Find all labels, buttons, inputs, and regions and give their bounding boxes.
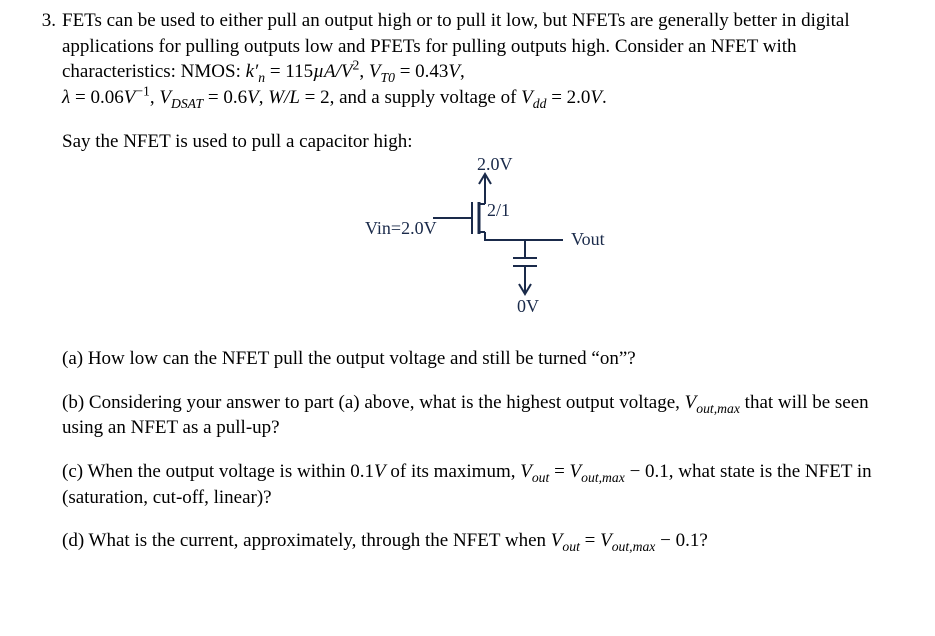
circuit-diagram: 2.0V 2/1 Vin=2.0V Vout — [325, 158, 645, 328]
part-a: (a) How low can the NFET pull the output… — [62, 346, 907, 372]
question-row: 3. FETs can be used to either pull an ou… — [28, 8, 907, 111]
label-vin: Vin=2.0V — [365, 218, 437, 238]
part-b: (b) Considering your answer to part (a) … — [62, 390, 907, 441]
diagram-container: 2.0V 2/1 Vin=2.0V Vout — [62, 158, 907, 328]
label-wl-ratio: 2/1 — [487, 200, 510, 220]
question-intro: FETs can be used to either pull an outpu… — [62, 8, 907, 111]
label-top-voltage: 2.0V — [477, 158, 513, 174]
source-wire — [485, 232, 563, 240]
prompt-line: Say the NFET is used to pull a capacitor… — [62, 129, 907, 155]
label-bottom-voltage: 0V — [517, 296, 539, 316]
label-vout: Vout — [571, 229, 605, 249]
question-number: 3. — [28, 8, 62, 34]
page: 3. FETs can be used to either pull an ou… — [0, 0, 935, 578]
part-d: (d) What is the current, approximately, … — [62, 528, 907, 554]
part-c: (c) When the output voltage is within 0.… — [62, 459, 907, 510]
